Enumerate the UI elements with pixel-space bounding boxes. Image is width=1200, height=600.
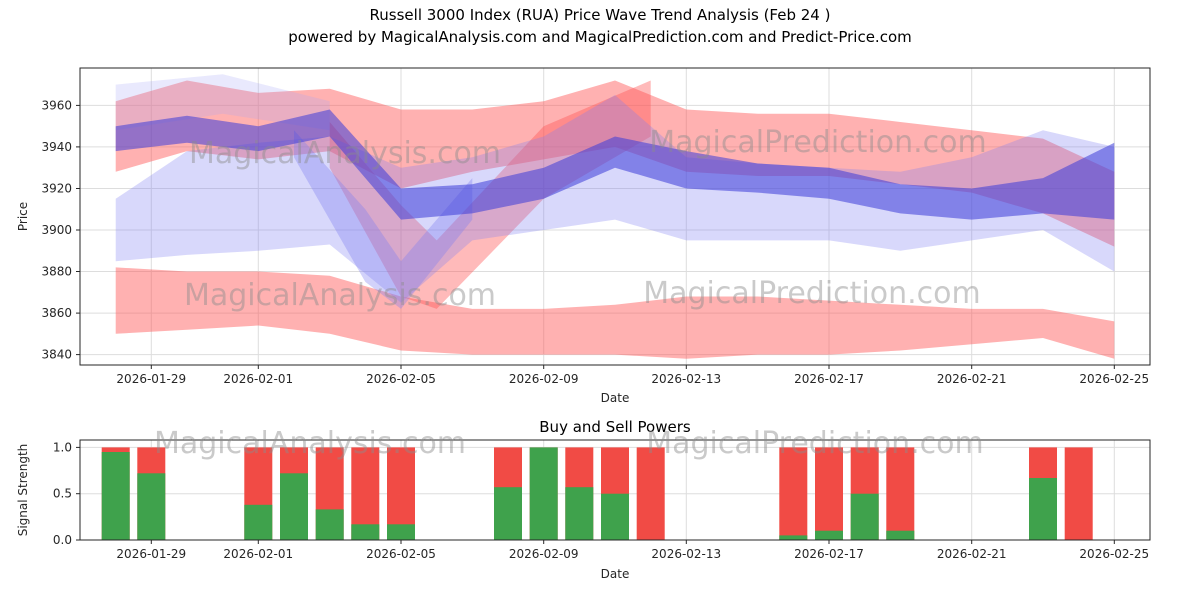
y-tick-label: 3880 [41, 265, 72, 279]
sell-bar [779, 447, 808, 540]
buy-bar [850, 493, 879, 540]
band-sell-pressure-upper [115, 80, 1115, 247]
x-tick-label: 2026-02-13 [651, 372, 721, 386]
band-buy-wave-v [294, 130, 473, 309]
y-tick-label: 3900 [41, 223, 72, 237]
y-tick-label: 3940 [41, 140, 72, 154]
axes-box [79, 67, 1151, 366]
watermark-text: MagicalAnalysis.com [154, 426, 466, 461]
signal-chart: 2026-01-29 2026-02-01 2026-02-05 2026-02-09… [16, 418, 1151, 581]
x-tick-label: 2026-02-17 [794, 372, 864, 386]
y-tick-label: 3860 [41, 306, 72, 320]
watermark-text: MagicalAnalysis.com [189, 136, 501, 171]
watermark-text: MagicalAnalysis.com [184, 278, 496, 313]
x-tick-label: 2026-02-05 [366, 547, 436, 561]
y-tick-label: 0.0 [53, 533, 72, 547]
x-tick-label: 2026-02-01 [223, 372, 293, 386]
axes-box [79, 439, 1151, 541]
buy-bar [351, 524, 380, 540]
sell-bar [886, 447, 915, 540]
x-tick-label: 2026-02-05 [366, 372, 436, 386]
x-tick-label: 2026-02-09 [509, 372, 579, 386]
buy-bar [280, 473, 308, 540]
band-buy-zone-pale [115, 74, 330, 131]
buy-bar [815, 530, 843, 540]
y-tick-label: 3920 [41, 182, 72, 196]
buy-bar [137, 473, 166, 540]
y-tick-label: 0.5 [53, 487, 72, 501]
x-tick-label: 2026-02-25 [1079, 547, 1149, 561]
x-tick-label: 2026-02-21 [937, 547, 1007, 561]
page-subtitle: powered by MagicalAnalysis.com and Magic… [288, 28, 912, 46]
x-tick-label: 2026-02-17 [794, 547, 864, 561]
x-tick-label: 2026-01-29 [116, 372, 186, 386]
buy-bar [387, 524, 415, 540]
x-tick-label: 2026-02-13 [651, 547, 721, 561]
buy-bar [529, 447, 558, 540]
buy-bar [101, 452, 130, 540]
buy-bar [315, 509, 344, 540]
price-y-axis-label: Price [16, 202, 30, 231]
buy-bar [601, 493, 629, 540]
buy-bar [1029, 478, 1057, 540]
band-buy-wave-wide [115, 95, 1115, 303]
buy-bar [565, 487, 594, 540]
sell-bar [1064, 447, 1093, 540]
sell-bar [815, 447, 843, 540]
x-tick-label: 2026-02-01 [223, 547, 293, 561]
price-x-axis-label: Date [601, 391, 630, 405]
buy-bar [494, 487, 522, 540]
page-title: Russell 3000 Index (RUA) Price Wave Tren… [369, 6, 831, 24]
signal-y-axis-label: Signal Strength [16, 444, 30, 537]
watermark-text: MagicalPrediction.com [643, 276, 981, 311]
band-trend-band-dark [115, 109, 1115, 220]
buy-bar [779, 535, 808, 540]
signal-chart-title: Buy and Sell Powers [539, 418, 691, 436]
band-sell-pressure-lower [115, 267, 1115, 359]
y-tick-label: 1.0 [53, 440, 72, 454]
sell-bar [636, 447, 665, 540]
y-tick-label: 3960 [41, 98, 72, 112]
x-tick-label: 2026-02-25 [1079, 372, 1149, 386]
buy-bar [244, 504, 273, 540]
watermark-text: MagicalPrediction.com [649, 125, 987, 160]
buy-bar [886, 530, 915, 540]
x-tick-label: 2026-02-21 [937, 372, 1007, 386]
signal-x-axis-label: Date [601, 567, 630, 581]
price-chart: 2026-01-29 2026-02-01 2026-02-05 2026-02-09… [16, 67, 1151, 405]
y-tick-label: 3840 [41, 348, 72, 362]
watermark-text: MagicalPrediction.com [646, 426, 984, 461]
x-tick-label: 2026-01-29 [116, 547, 186, 561]
x-tick-label: 2026-02-09 [509, 547, 579, 561]
